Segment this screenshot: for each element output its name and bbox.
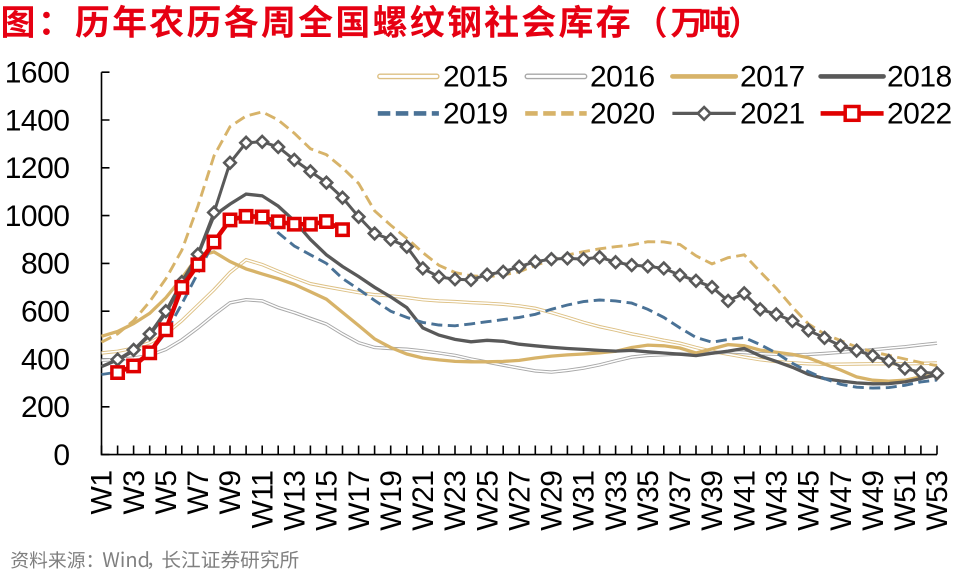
- svg-text:W3: W3: [118, 471, 151, 515]
- svg-text:W35: W35: [632, 471, 665, 531]
- svg-text:W31: W31: [568, 471, 601, 531]
- svg-text:2019: 2019: [443, 98, 508, 131]
- svg-text:1200: 1200: [5, 152, 70, 185]
- svg-text:W7: W7: [182, 471, 215, 515]
- svg-text:W15: W15: [311, 471, 344, 531]
- svg-text:W9: W9: [214, 471, 247, 515]
- svg-text:W33: W33: [600, 471, 633, 531]
- svg-text:2022: 2022: [887, 98, 952, 131]
- svg-text:W47: W47: [825, 471, 858, 531]
- svg-text:2018: 2018: [887, 61, 952, 94]
- svg-text:2020: 2020: [590, 98, 655, 131]
- svg-text:200: 200: [21, 391, 70, 424]
- svg-text:W45: W45: [793, 471, 826, 531]
- svg-text:W23: W23: [439, 471, 472, 531]
- svg-text:800: 800: [21, 248, 70, 281]
- svg-text:W11: W11: [246, 471, 279, 529]
- svg-text:600: 600: [21, 296, 70, 329]
- svg-text:W21: W21: [407, 471, 440, 531]
- svg-text:W49: W49: [857, 471, 890, 531]
- svg-text:W27: W27: [503, 471, 536, 531]
- svg-text:W53: W53: [921, 471, 954, 531]
- svg-text:W37: W37: [664, 471, 697, 531]
- svg-text:W39: W39: [696, 471, 729, 531]
- svg-text:2016: 2016: [590, 61, 655, 94]
- svg-text:W25: W25: [471, 471, 504, 531]
- svg-text:W5: W5: [150, 471, 183, 515]
- svg-text:W1: W1: [86, 471, 119, 515]
- svg-text:W19: W19: [375, 471, 408, 531]
- svg-text:0: 0: [53, 439, 69, 472]
- svg-text:W29: W29: [536, 471, 569, 531]
- svg-text:W17: W17: [343, 471, 376, 531]
- svg-text:W41: W41: [728, 471, 761, 531]
- svg-text:400: 400: [21, 343, 70, 376]
- svg-text:1400: 1400: [5, 104, 70, 137]
- svg-text:2015: 2015: [443, 61, 508, 94]
- svg-text:2017: 2017: [740, 61, 805, 94]
- svg-text:W51: W51: [889, 471, 922, 531]
- svg-text:1600: 1600: [5, 57, 70, 90]
- svg-text:W43: W43: [761, 471, 794, 531]
- svg-text:2021: 2021: [740, 98, 805, 131]
- svg-text:1000: 1000: [5, 200, 70, 233]
- svg-text:W13: W13: [279, 471, 312, 531]
